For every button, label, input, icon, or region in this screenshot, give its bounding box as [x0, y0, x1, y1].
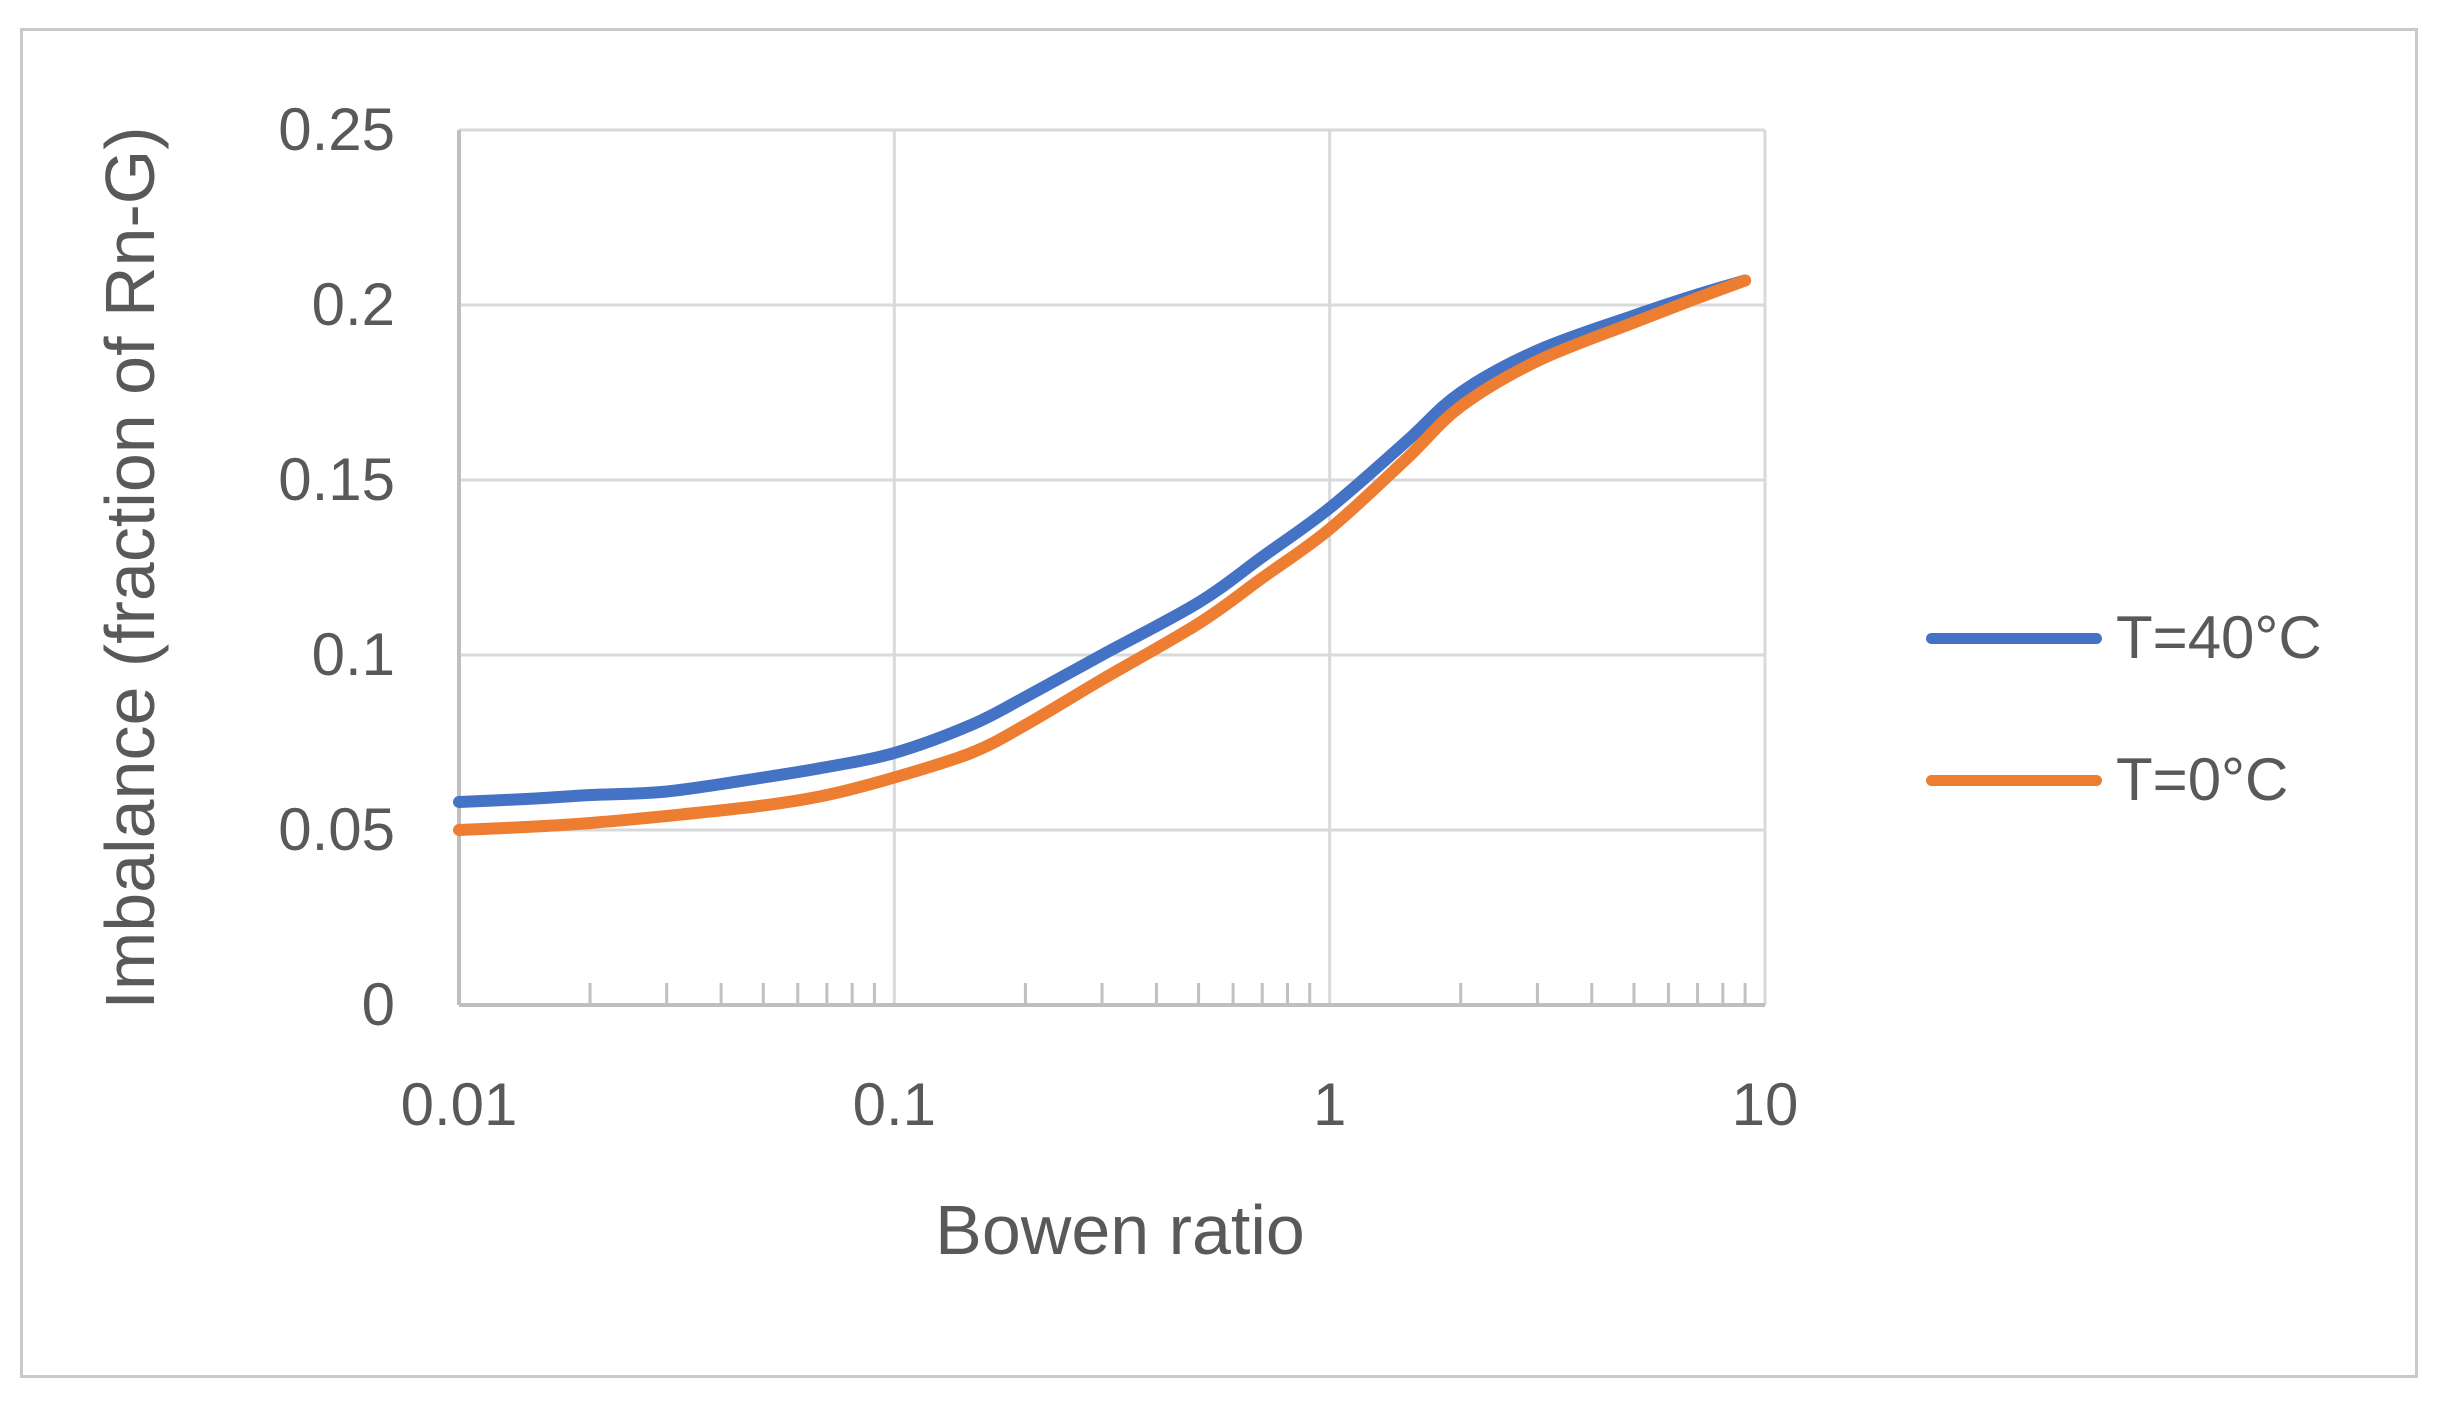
y-tick-label: 0.25 — [278, 96, 395, 163]
y-tick-label: 0.1 — [311, 621, 395, 688]
x-tick-label: 1 — [1312, 1071, 1347, 1138]
legend-item-t0: T=0°C — [1926, 750, 2322, 810]
x-tick-label: 10 — [1731, 1071, 1799, 1138]
y-tick-label: 0.05 — [278, 796, 395, 863]
series-line-1 — [453, 274, 1752, 836]
legend-label-t40: T=40°C — [2116, 604, 2322, 671]
x-tick-label: 0.1 — [852, 1071, 937, 1138]
legend: T=40°C T=0°C — [1926, 608, 2322, 810]
series-line-0 — [453, 274, 1752, 808]
legend-line-t40-icon — [1926, 632, 2102, 644]
y-tick-label: 0.2 — [311, 271, 395, 338]
x-tick-label: 0.01 — [400, 1071, 518, 1138]
y-tick-label: 0.15 — [278, 446, 395, 513]
chart-border — [20, 28, 2418, 1378]
x-axis-title: Bowen ratio — [935, 1191, 1305, 1269]
y-tick-label: 0 — [361, 971, 395, 1038]
legend-label-t0: T=0°C — [2116, 746, 2289, 813]
legend-line-t0-icon — [1926, 774, 2102, 786]
legend-item-t40: T=40°C — [1926, 608, 2322, 668]
